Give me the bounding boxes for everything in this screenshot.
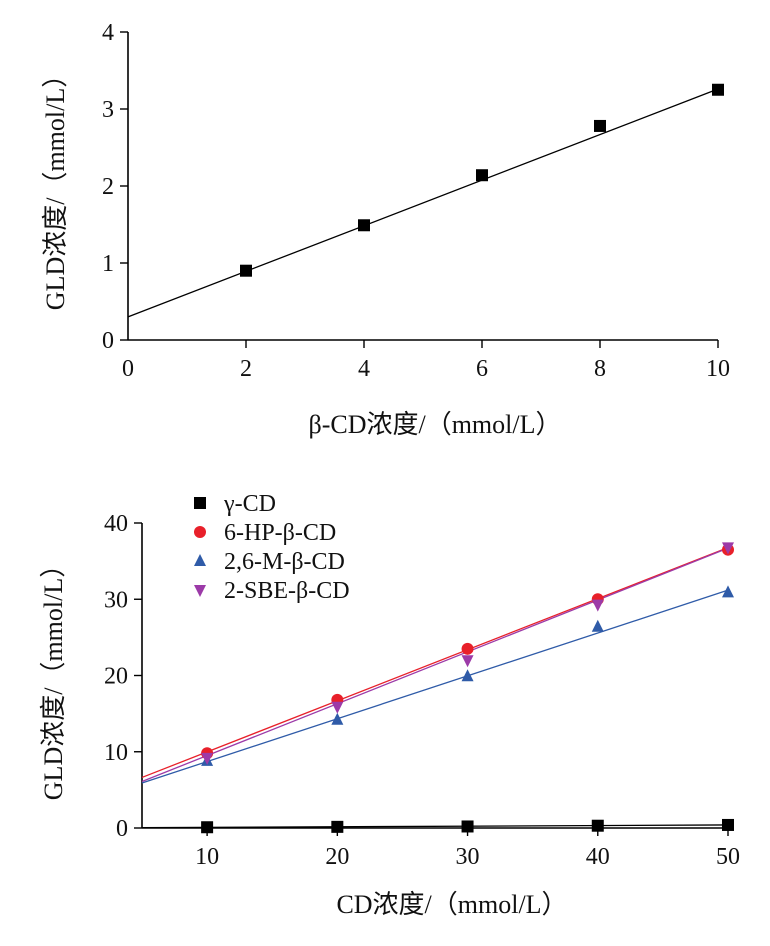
fit-line-0 xyxy=(127,88,719,318)
chart-bottom: 10 20 30 40 50 0 10 20 30 40 CD浓度/（mmol/L） GLD浓度/（m… xyxy=(39,491,740,919)
data-point-s0-p1 xyxy=(331,820,344,833)
y-tick-label: 0 xyxy=(102,328,114,354)
data-point-s2-p1 xyxy=(331,712,344,725)
data-point-s0-p3 xyxy=(591,819,604,832)
x-tick-label: 10 xyxy=(706,356,730,382)
x-axis-label: CD浓度/（mmol/L） xyxy=(336,890,567,919)
legend-label-1: 6-HP-β-CD xyxy=(224,520,336,546)
data-point-s3-p3 xyxy=(591,599,604,612)
fit-line-2 xyxy=(141,589,729,784)
y-tick-label: 2 xyxy=(102,174,114,200)
y-tick-label: 10 xyxy=(104,740,128,766)
fit-line-3 xyxy=(141,547,729,783)
data-point-s3-p2 xyxy=(461,655,474,668)
data-point-s0-p0 xyxy=(240,264,252,277)
data-point-s3-p1 xyxy=(331,701,344,714)
data-point-s1-p2 xyxy=(461,642,474,655)
legend-label-0: γ-CD xyxy=(223,491,276,517)
x-tick-label: 10 xyxy=(195,844,219,870)
x-tick-label: 8 xyxy=(594,356,606,382)
x-tick-label: 6 xyxy=(476,356,488,382)
y-tick-label: 20 xyxy=(104,664,128,690)
y-tick-label: 3 xyxy=(102,97,114,123)
x-tick-label: 40 xyxy=(586,844,610,870)
y-tick-label: 40 xyxy=(104,511,128,537)
y-axis-label: GLD浓度/（mmol/L） xyxy=(41,62,70,310)
x-tick-label: 2 xyxy=(240,356,252,382)
y-tick-label: 1 xyxy=(102,251,114,277)
y-tick-label: 0 xyxy=(116,816,128,842)
data-point-s0-p2 xyxy=(476,169,488,182)
legend-marker-2 xyxy=(194,554,206,566)
y-axis-label: GLD浓度/（mmol/L） xyxy=(39,552,68,800)
data-point-s2-p4 xyxy=(722,585,734,598)
x-tick-label: 0 xyxy=(122,356,134,382)
legend-label-2: 2,6-M-β-CD xyxy=(224,549,345,575)
legend-marker-1 xyxy=(194,526,206,538)
data-point-s0-p0 xyxy=(201,821,214,834)
legend-marker-3 xyxy=(194,585,206,597)
x-tick-label: 20 xyxy=(325,844,349,870)
data-point-s0-p2 xyxy=(461,820,474,833)
data-point-s2-p3 xyxy=(591,619,604,632)
y-tick-label: 30 xyxy=(104,587,128,613)
data-point-s0-p4 xyxy=(722,818,734,831)
data-point-s2-p2 xyxy=(461,669,474,682)
legend-marker-0 xyxy=(194,497,206,509)
data-point-s0-p4 xyxy=(712,83,724,96)
data-point-s3-p0 xyxy=(201,752,214,765)
data-point-s3-p4 xyxy=(722,542,734,555)
x-axis-label: β-CD浓度/（mmol/L） xyxy=(308,410,561,439)
legend-label-3: 2-SBE-β-CD xyxy=(224,578,350,604)
x-tick-label: 30 xyxy=(456,844,480,870)
x-tick-label: 4 xyxy=(358,356,370,382)
x-tick-label: 50 xyxy=(716,844,740,870)
data-point-s0-p1 xyxy=(358,219,370,232)
fit-line-1 xyxy=(141,546,729,779)
y-tick-label: 4 xyxy=(102,20,114,46)
fit-line-0 xyxy=(141,824,729,829)
data-point-s0-p3 xyxy=(594,119,606,132)
chart-top: 0 2 4 6 8 10 0 1 2 3 4 β-CD浓度/（mmol/L） GLD浓度/（mmol/L… xyxy=(41,20,730,439)
